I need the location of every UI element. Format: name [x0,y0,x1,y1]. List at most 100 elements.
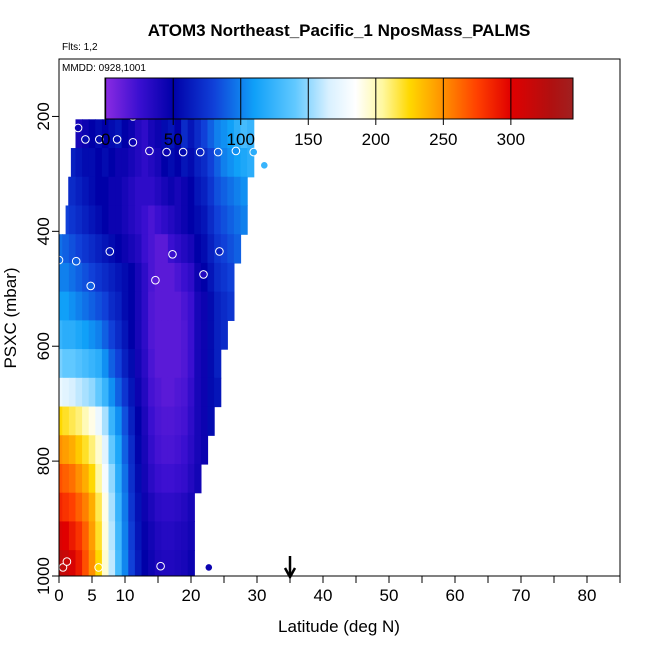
curtain-cell [148,119,156,149]
curtain-cell [187,550,195,576]
curtain-cell [181,320,189,350]
curtain-cell [214,262,222,293]
curtain-cell [181,119,189,149]
curtain-cell [161,234,169,264]
curtain-cell [167,492,176,523]
curtain-cell [101,377,110,408]
sample-point [62,557,72,566]
curtain-cell [200,205,209,235]
colorbar-tick-label: 300 [497,130,525,149]
curtain-cell [161,377,169,408]
curtain-cell [115,320,123,350]
curtain-cell [174,550,182,576]
curtain-cell [181,234,189,264]
curtain-cell [75,119,83,149]
colorbar-tick-label: 250 [429,130,457,149]
curtain-cell [187,291,195,321]
curtain-cell [59,320,63,350]
curtain-cell [59,291,63,321]
curtain-cell [141,521,149,551]
curtain-cell [214,148,222,178]
curtain-cell [154,205,162,235]
curtain-cell [101,291,110,321]
curtain-cell [82,550,90,576]
curtain-cell [115,377,123,408]
curtain-cell [187,148,195,178]
curtain-cell [141,463,149,494]
curtain-cell [141,234,149,264]
curtain-cell [167,262,176,293]
curtain-cell [200,406,209,436]
curtain-cell [108,492,116,523]
x-axis-label: Latitude (deg N) [278,617,400,636]
curtain-cell [194,320,202,350]
curtain-cell [161,320,169,350]
curtain-cell [161,291,169,321]
sample-point [94,563,103,572]
samples-layer [59,103,269,572]
y-axis: 200 400 600 800 1000 [34,102,59,595]
curtain-cell [115,234,123,264]
curtain-cell [141,349,149,379]
curtain-cell [227,262,235,293]
curtain-cell [181,463,189,494]
curtain-cell [101,406,110,436]
curtain-cell [115,176,123,207]
curtain-cell [187,234,195,264]
curtain-cell [154,234,162,264]
curtain-cell [88,377,96,408]
curtain-cell [88,119,96,149]
curtain-cell [82,406,90,436]
curtain-cell [68,521,77,551]
curtain-cell [141,550,149,576]
x-axis: 0 5 10 20 30 40 50 60 70 80 [54,576,621,605]
curtain-cell [75,406,83,436]
curtain-cell [200,148,209,178]
curtain-cell [62,492,70,523]
latitude-arrow-icon [283,556,297,580]
curtain-cell [95,205,103,235]
curtain-cell [128,176,136,207]
curtain-cell [200,234,209,264]
curtain-cell [121,492,129,523]
curtain-cell [174,291,182,321]
x-tick-label: 70 [512,586,531,605]
curtain-cell [108,176,116,207]
curtain-cell [200,119,209,149]
curtain-cell [148,234,156,264]
curtain-cell [134,550,143,576]
curtain-cell [75,176,83,207]
curtain-cell [59,435,63,465]
curtain-cell [82,463,90,494]
curtain-cell [194,463,202,494]
curtain-cell [187,119,195,149]
curtain-cell [65,205,70,235]
curtain-cell [148,492,156,523]
curtain-cell [121,521,129,551]
sample-point [145,146,154,156]
curtain-cell [115,435,123,465]
curtain-cell [194,119,202,149]
curtain-cell [62,234,70,264]
curtain-cell [161,435,169,465]
curtain-cell [214,291,222,321]
colorbar-tick-label: 100 [227,130,255,149]
curtain-cell [134,492,143,523]
curtain-cell [194,435,202,465]
x-tick-label: 40 [314,586,333,605]
curtain-cell [115,291,123,321]
curtain-cell [187,349,195,379]
curtain-cell [101,492,110,523]
sample-point [168,250,177,259]
curtain-cell [220,205,228,235]
curtain-cell [174,492,182,523]
curtain-cell [194,349,202,379]
curtain-cell [59,377,63,408]
curtain-cell [187,262,195,293]
curtain-cell [227,234,235,264]
colorbar-tick-label: 200 [362,130,390,149]
sample-point [162,147,171,157]
curtain-cell [174,406,182,436]
curtain-cell [95,291,103,321]
